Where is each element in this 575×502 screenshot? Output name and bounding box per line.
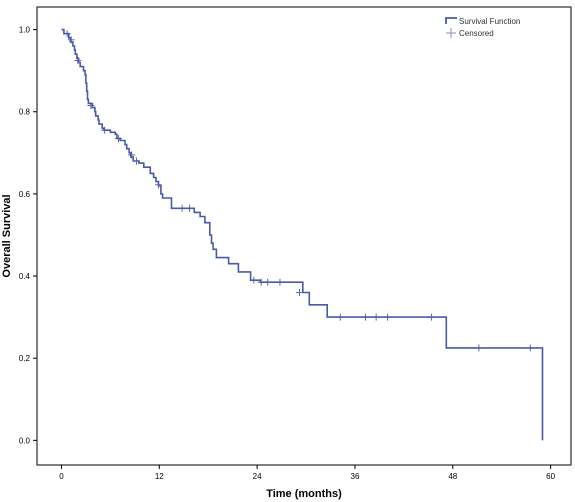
x-tick-label: 24	[253, 472, 262, 481]
censored-marks-layer	[63, 30, 534, 352]
censored-mark	[178, 204, 186, 212]
censored-mark	[67, 36, 75, 44]
y-tick-label: 0.8	[19, 108, 31, 117]
censored-mark	[185, 204, 193, 212]
censored-mark	[115, 134, 123, 142]
censored-mark	[264, 278, 272, 286]
y-tick-label: 0.6	[19, 190, 31, 199]
censored-mark	[63, 30, 71, 38]
censored-mark	[74, 56, 82, 64]
x-tick-label: 0	[59, 472, 64, 481]
censored-mark	[384, 313, 392, 321]
censored-mark	[372, 313, 380, 321]
y-tick-label: 0.4	[19, 272, 31, 281]
censored-mark	[362, 313, 370, 321]
legend: Survival Function Censored	[445, 17, 520, 38]
censored-mark	[132, 157, 140, 165]
y-tick-label: 1.0	[19, 26, 31, 35]
censored-mark	[154, 181, 162, 189]
censored-mark	[257, 278, 265, 286]
legend-censored-plus-icon	[446, 28, 456, 38]
y-tick-label: 0.2	[19, 354, 31, 363]
censored-mark	[296, 288, 304, 296]
legend-label-survival: Survival Function	[459, 17, 520, 26]
x-axis-ticks: 0 12 24 36 48 60	[59, 465, 556, 481]
x-tick-label: 60	[546, 472, 555, 481]
censored-mark	[336, 313, 344, 321]
y-axis-ticks: 0.0 0.2 0.4 0.6 0.8 1.0	[19, 26, 37, 445]
legend-survival-line-icon	[445, 17, 457, 24]
censored-mark	[128, 151, 136, 159]
censored-mark	[526, 344, 534, 352]
x-tick-label: 48	[448, 472, 457, 481]
x-axis-title: Time (months)	[266, 488, 342, 500]
plot-frame	[36, 6, 572, 466]
censored-mark	[475, 344, 483, 352]
survival-function-line	[61, 28, 544, 441]
x-tick-label: 12	[155, 472, 164, 481]
censored-mark	[428, 313, 436, 321]
censored-mark	[250, 276, 258, 284]
x-tick-label: 36	[351, 472, 360, 481]
survival-curve-layer	[61, 28, 544, 441]
y-tick-label: 0.0	[19, 436, 31, 445]
y-axis-title: Overall Survival	[1, 194, 13, 277]
legend-label-censored: Censored	[459, 29, 494, 38]
censored-mark	[101, 126, 109, 134]
censored-mark	[276, 278, 284, 286]
censored-mark	[87, 102, 95, 110]
